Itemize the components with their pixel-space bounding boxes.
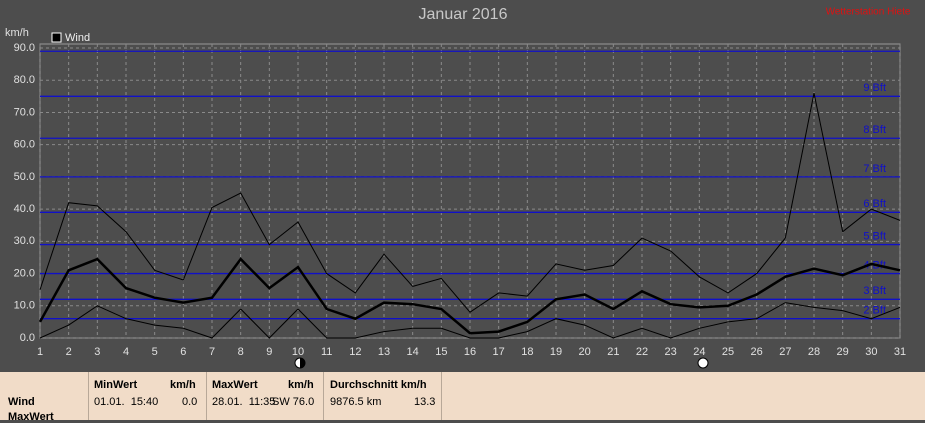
y-tick-label: 20.0 — [14, 267, 35, 279]
x-tick-label: 28 — [808, 346, 820, 358]
y-tick-label: 80.0 — [14, 74, 35, 86]
x-tick-label: 5 — [152, 346, 158, 358]
x-tick-label: 17 — [493, 346, 505, 358]
y-tick-label: 30.0 — [14, 235, 35, 247]
header: km/h — [170, 379, 196, 391]
x-tick-label: 21 — [607, 346, 619, 358]
y-tick-label: 90.0 — [14, 42, 35, 54]
header: km/h — [288, 379, 314, 391]
cell: 01.01. 15:40 — [94, 396, 159, 408]
separator — [206, 372, 207, 420]
x-tick-label: 24 — [693, 346, 705, 358]
mean-line — [38, 257, 901, 335]
beaufort-label: 6 Bft — [863, 198, 886, 210]
x-tick-label: 16 — [464, 346, 476, 358]
x-tick-label: 18 — [521, 346, 533, 358]
x-tick-label: 30 — [865, 346, 877, 358]
y-tick-label: 60.0 — [14, 139, 35, 151]
cell: 9876.5 km — [330, 396, 382, 408]
min-line — [39, 302, 901, 339]
legend-swatch — [51, 32, 62, 43]
x-tick-label: 1 — [37, 346, 43, 358]
station-name: Wetterstation Hiete — [826, 7, 911, 18]
x-tick-label: 12 — [349, 346, 361, 358]
x-tick-label: 7 — [209, 346, 215, 358]
separator — [441, 372, 442, 420]
header: MinWert — [94, 379, 138, 391]
x-tick-label: 19 — [550, 346, 562, 358]
x-tick-label: 23 — [665, 346, 677, 358]
x-tick-label: 4 — [123, 346, 129, 358]
x-tick-label: 15 — [435, 346, 447, 358]
row-label: MaxWert — [8, 411, 54, 423]
x-tick-label: 20 — [579, 346, 591, 358]
x-tick-label: 25 — [722, 346, 734, 358]
beaufort-label: 9 Bft — [863, 82, 886, 94]
cell: SW 76.0 — [272, 396, 315, 408]
beaufort-label: 7 Bft — [863, 163, 886, 175]
cell: 0.0 — [182, 396, 198, 408]
x-tick-label: 2 — [66, 346, 72, 358]
separator — [323, 372, 324, 420]
x-tick-label: 29 — [837, 346, 849, 358]
x-tick-label: 26 — [751, 346, 763, 358]
header: MaxWert — [212, 379, 258, 391]
x-tick-label: 8 — [238, 346, 244, 358]
beaufort-label: 3 Bft — [863, 285, 886, 297]
x-tick-label: 6 — [180, 346, 186, 358]
y-axis-label: km/h — [5, 27, 29, 39]
x-tick-label: 11 — [321, 346, 332, 358]
beaufort-label: 8 Bft — [863, 124, 886, 136]
chart-title: Januar 2016 — [419, 6, 508, 23]
moon-icon — [697, 357, 709, 369]
x-tick-label: 22 — [636, 346, 648, 358]
max-line — [39, 92, 901, 313]
y-tick-label: 40.0 — [14, 203, 35, 215]
cell: 13.3 — [414, 396, 436, 408]
stats-panel: MinWert km/h MaxWert km/h Durchschnitt k… — [0, 372, 925, 423]
x-tick-label: 10 — [292, 346, 304, 358]
moon-icon-shade — [300, 358, 305, 368]
header: Durchschnitt km/h — [330, 379, 427, 391]
x-tick-label: 3 — [94, 346, 100, 358]
cell: 28.01. 11:35 — [212, 396, 276, 408]
x-tick-label: 13 — [378, 346, 390, 358]
x-tick-label: 14 — [407, 346, 419, 358]
chart: Januar 2016 Wetterstation Hiete km/h Win… — [5, 6, 911, 369]
y-tick-label: 10.0 — [14, 300, 35, 312]
y-tick-label: 0.0 — [20, 332, 35, 344]
x-tick-label: 9 — [266, 346, 272, 358]
beaufort-label: 5 Bft — [863, 230, 886, 242]
beaufort-label: 2 Bft — [863, 305, 886, 317]
y-tick-label: 50.0 — [14, 171, 35, 183]
y-tick-label: 70.0 — [14, 106, 35, 118]
separator — [88, 372, 89, 420]
legend-label: Wind — [65, 32, 90, 44]
row-label: Wind — [8, 396, 35, 408]
x-tick-label: 27 — [779, 346, 791, 358]
x-tick-label: 31 — [894, 346, 906, 358]
